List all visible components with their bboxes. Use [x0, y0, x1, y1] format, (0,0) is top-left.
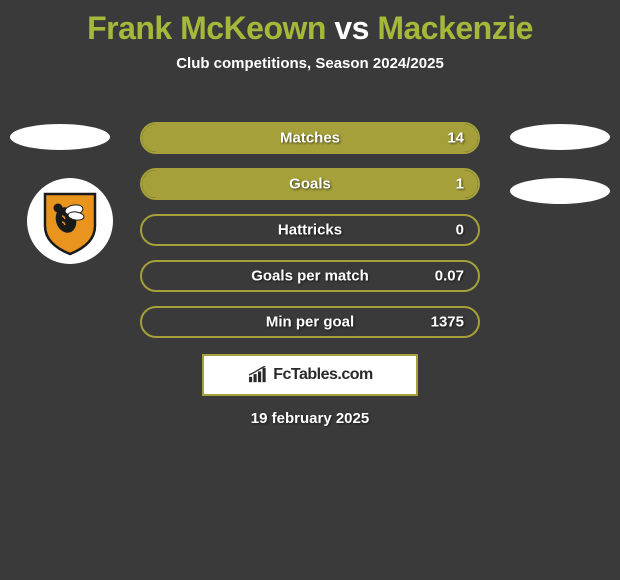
footer-brand-box[interactable]: FcTables.com [202, 354, 418, 396]
stat-bar-label: Goals per match [251, 268, 369, 285]
chart-icon [247, 366, 269, 384]
page-title: Frank McKeown vs Mackenzie [0, 0, 620, 47]
stats-bars: Matches 14 Goals 1 Hattricks 0 Goals per match… [140, 122, 480, 352]
club-badge [27, 178, 113, 264]
stat-bar-value: 0.07 [435, 268, 464, 285]
stat-bar: Goals per match 0.07 [140, 260, 480, 292]
stat-bar: Goals 1 [140, 168, 480, 200]
stat-bar-label: Min per goal [266, 314, 354, 331]
player2-avatar-placeholder-1 [510, 124, 610, 150]
stat-bar-value: 0 [456, 222, 464, 239]
player1-avatar-placeholder [10, 124, 110, 150]
stat-bar-value: 1375 [431, 314, 464, 331]
stat-bar-value: 1 [456, 176, 464, 193]
stat-bar: Matches 14 [140, 122, 480, 154]
stat-bar-label: Hattricks [278, 222, 342, 239]
player2-avatar-placeholder-2 [510, 178, 610, 204]
stat-bar-label: Matches [280, 130, 340, 147]
player1-name: Frank McKeown [87, 10, 326, 46]
club-badge-icon [40, 186, 100, 256]
stat-bar-value: 14 [447, 130, 464, 147]
stat-bar: Min per goal 1375 [140, 306, 480, 338]
footer-brand-text: FcTables.com [273, 366, 373, 384]
player2-name: Mackenzie [377, 10, 533, 46]
subtitle: Club competitions, Season 2024/2025 [0, 55, 620, 72]
vs-text: vs [326, 10, 377, 46]
stat-bar-label: Goals [289, 176, 331, 193]
stat-bar: Hattricks 0 [140, 214, 480, 246]
date-text: 19 february 2025 [0, 410, 620, 427]
